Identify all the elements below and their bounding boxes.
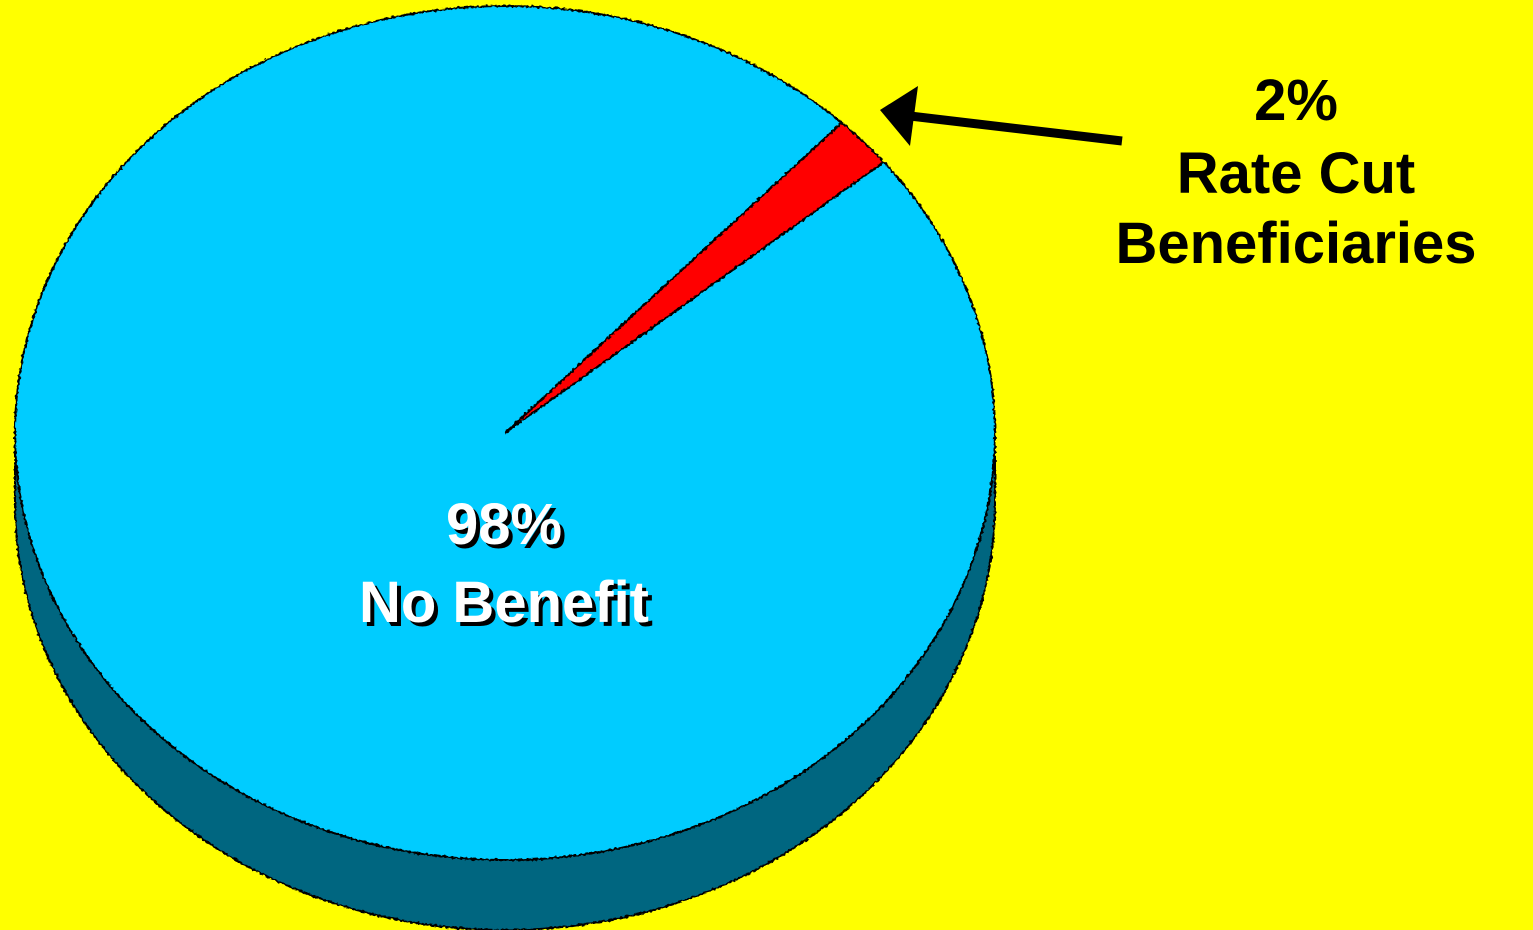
no-benefit-text: No Benefit [359,570,649,635]
no-benefit-text-shadow: No Benefit [363,574,653,639]
rate-cut-line1: Rate Cut [1177,141,1415,206]
callout-arrow-shaft [909,111,1123,146]
callout-arrow [880,86,1123,146]
callout-arrow-head [880,86,918,146]
pie-slice-rate-cut-beneficiaries [504,121,886,434]
no-benefit-pct-shadow: 98% [450,496,566,561]
rate-cut-line2: Beneficiaries [1115,211,1476,276]
rate-cut-label: 2% Rate Cut Beneficiaries [1115,68,1476,276]
rate-cut-pct: 2% [1254,68,1338,133]
no-benefit-pct: 98% [446,492,562,557]
no-benefit-label: 98% 98% No Benefit No Benefit [359,492,653,639]
